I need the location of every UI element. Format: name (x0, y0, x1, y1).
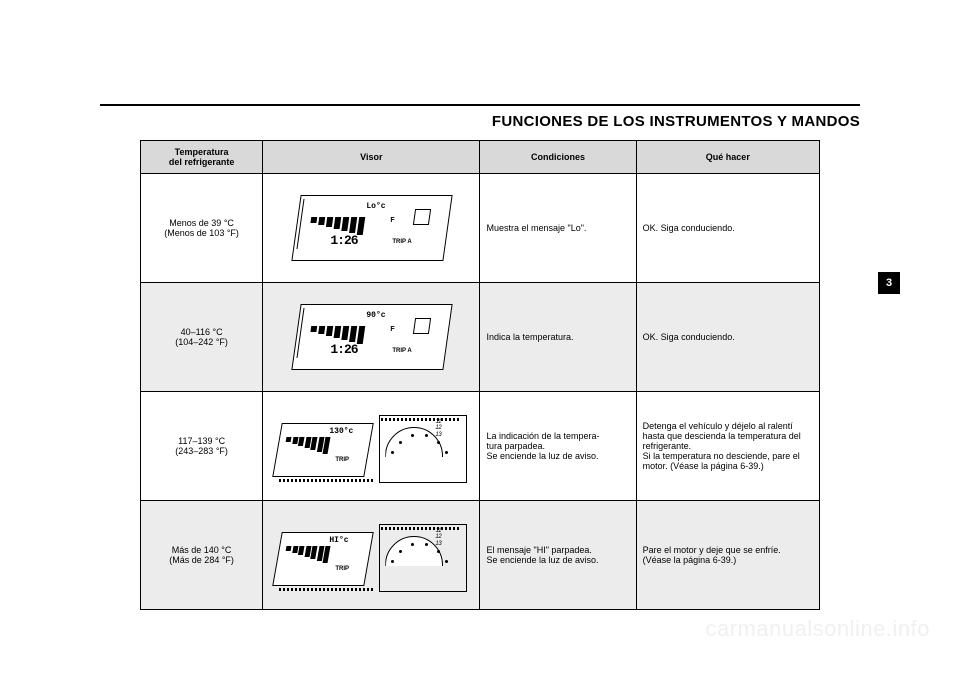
lcd-clock: 1:26 (330, 342, 357, 357)
lcd-cluster-icon: Lo°c F 1:26 TRIP A (286, 189, 456, 267)
dash-cluster-icon: 130°c TRIP 11 12 13 (271, 401, 471, 491)
temp-main: 117–139 °C (178, 436, 225, 446)
watermark-text: carmanualsonline.info (705, 616, 930, 642)
temp-sub: (Menos de 103 °F) (164, 228, 239, 238)
table-header-row: Temperatura del refrigerante Visor Condi… (141, 141, 820, 174)
cell-temp: 117–139 °C (243–283 °F) (141, 392, 263, 501)
lcd-fuel-label: F (390, 217, 394, 224)
cell-temp: Más de 140 °C (Más de 284 °F) (141, 501, 263, 610)
temp-sub: (104–242 °F) (175, 337, 228, 347)
lcd-reading: HI°c (329, 536, 348, 545)
cell-cond: El mensaje "HI" parpadea. Se enciende la… (480, 501, 636, 610)
lcd-reading: Lo°c (366, 202, 385, 211)
temp-sub: (Más de 284 °F) (169, 555, 234, 565)
cell-temp: 40–116 °C (104–242 °F) (141, 283, 263, 392)
cell-visor: 90°c F 1:26 TRIP A (263, 283, 480, 392)
cell-visor: 130°c TRIP 11 12 13 (263, 392, 480, 501)
cell-action: OK. Siga conduciendo. (636, 283, 819, 392)
col-header-visor: Visor (263, 141, 480, 174)
temp-main: 40–116 °C (181, 327, 223, 337)
page-title: FUNCIONES DE LOS INSTRUMENTOS Y MANDOS (492, 113, 860, 130)
cell-cond: Indica la temperatura. (480, 283, 636, 392)
col-header-action: Qué hacer (636, 141, 819, 174)
cell-visor: HI°c TRIP 11 12 13 (263, 501, 480, 610)
temp-sub: (243–283 °F) (175, 446, 228, 456)
cell-action: Pare el motor y deje que se enfríe. (Véa… (636, 501, 819, 610)
col-header-temp: Temperatura del refrigerante (141, 141, 263, 174)
cell-visor: Lo°c F 1:26 TRIP A (263, 174, 480, 283)
coolant-temp-table: Temperatura del refrigerante Visor Condi… (140, 140, 820, 610)
lcd-trip-label: TRIP A (392, 348, 411, 354)
cell-action: Detenga el vehículo y déjelo al ralentí … (636, 392, 819, 501)
temp-main: Más de 140 °C (172, 545, 232, 555)
lcd-trip-label: TRIP (335, 566, 349, 572)
lcd-reading: 90°c (366, 311, 385, 320)
tach-numbers: 11 12 13 (435, 528, 441, 547)
cell-cond: La indicación de la tempera- tura parpad… (480, 392, 636, 501)
lcd-clock: 1:26 (330, 233, 357, 248)
lcd-trip-label: TRIP A (392, 239, 411, 245)
cell-cond: Muestra el mensaje "Lo". (480, 174, 636, 283)
dash-cluster-icon: HI°c TRIP 11 12 13 (271, 510, 471, 600)
lcd-cluster-icon: 90°c F 1:26 TRIP A (286, 298, 456, 376)
temp-main: Menos de 39 °C (169, 218, 234, 228)
col-header-cond: Condiciones (480, 141, 636, 174)
lcd-reading: 130°c (329, 427, 353, 436)
cell-temp: Menos de 39 °C (Menos de 103 °F) (141, 174, 263, 283)
header-rule (100, 104, 860, 106)
lcd-trip-label: TRIP (335, 457, 349, 463)
table-row: Menos de 39 °C (Menos de 103 °F) Lo°c F … (141, 174, 820, 283)
lcd-fuel-label: F (390, 326, 394, 333)
chapter-tab: 3 (878, 272, 900, 294)
table-row: 40–116 °C (104–242 °F) 90°c F 1:26 TRIP … (141, 283, 820, 392)
manual-page: carmanualsonline.info FUNCIONES DE LOS I… (0, 0, 960, 678)
tach-numbers: 11 12 13 (435, 419, 441, 438)
cell-action: OK. Siga conduciendo. (636, 174, 819, 283)
table-row: 117–139 °C (243–283 °F) 130°c TRIP (141, 392, 820, 501)
table-row: Más de 140 °C (Más de 284 °F) HI°c TRIP (141, 501, 820, 610)
